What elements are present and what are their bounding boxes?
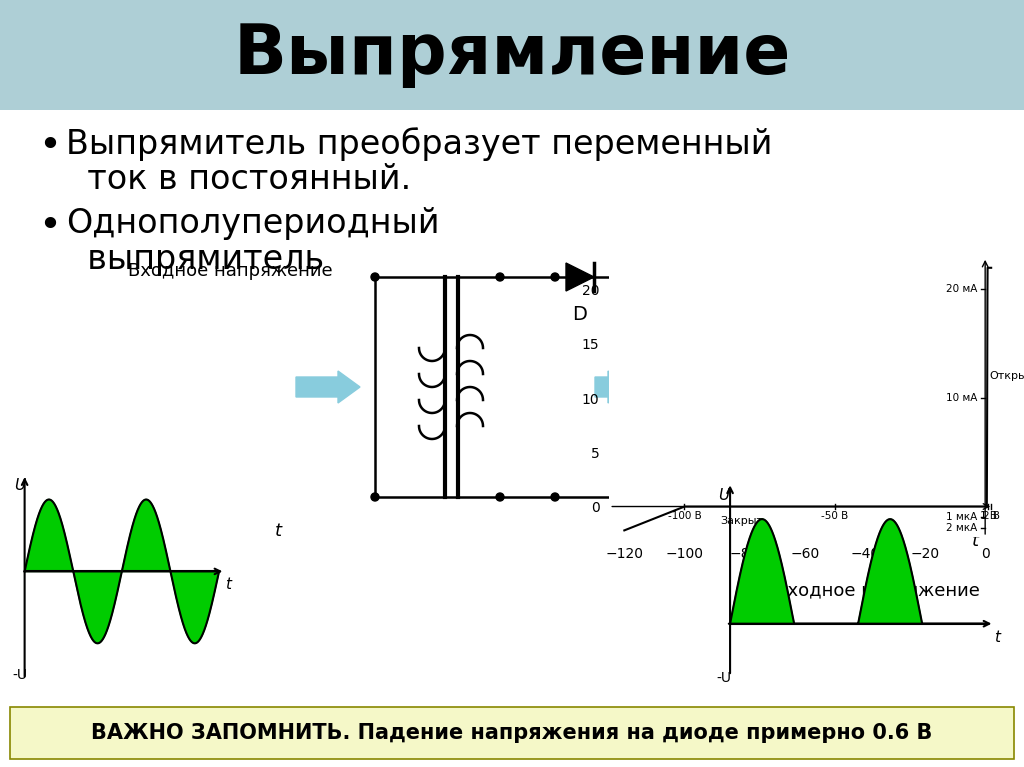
Circle shape <box>551 493 559 501</box>
Text: 10 мА: 10 мА <box>946 393 978 403</box>
Circle shape <box>371 493 379 501</box>
Polygon shape <box>566 263 594 291</box>
Text: Открыт: Открыт <box>989 371 1024 381</box>
Text: •: • <box>38 207 61 245</box>
Text: U: U <box>14 478 26 493</box>
Text: t: t <box>994 630 1000 645</box>
Circle shape <box>681 273 689 281</box>
Text: ток в постоянный.: ток в постоянный. <box>66 163 412 196</box>
Text: 2 мкА: 2 мкА <box>946 523 978 533</box>
Text: Выпрямитель преобразует переменный: Выпрямитель преобразует переменный <box>66 127 772 161</box>
Text: t: t <box>972 532 979 550</box>
Text: Выпрямление: Выпрямление <box>233 21 791 88</box>
Text: 2 В: 2 В <box>983 511 999 521</box>
Text: -100 В: -100 В <box>668 511 701 521</box>
Text: 1 В: 1 В <box>980 511 996 521</box>
Text: -U: -U <box>12 669 28 683</box>
Text: t: t <box>225 578 231 592</box>
Bar <box>0 0 1024 110</box>
FancyArrow shape <box>595 371 630 403</box>
FancyArrow shape <box>296 371 360 403</box>
Text: Входное напряжение: Входное напряжение <box>128 262 333 280</box>
Circle shape <box>551 273 559 281</box>
Circle shape <box>371 273 379 281</box>
Text: •: • <box>38 127 61 165</box>
Text: Закрыт: Закрыт <box>721 515 764 525</box>
Circle shape <box>681 493 689 501</box>
Text: выпрямитель: выпрямитель <box>66 243 325 276</box>
Text: Однополупериодный: Однополупериодный <box>66 207 439 240</box>
Text: R: R <box>676 375 689 394</box>
Text: U: U <box>719 488 729 502</box>
Text: Выходное напряжение: Выходное напряжение <box>761 582 979 600</box>
Bar <box>10 707 1014 759</box>
Circle shape <box>496 273 504 281</box>
Text: -U: -U <box>717 671 731 685</box>
Bar <box>640 317 668 452</box>
Text: 1 мкА: 1 мкА <box>946 512 978 522</box>
Text: 20 мА: 20 мА <box>946 285 978 295</box>
Text: -50 В: -50 В <box>821 511 849 521</box>
Text: ВАЖНО ЗАПОМНИТЬ. Падение напряжения на диоде примерно 0.6 В: ВАЖНО ЗАПОМНИТЬ. Падение напряжения на д… <box>91 723 933 743</box>
Text: D: D <box>572 305 588 324</box>
Text: t: t <box>274 522 282 540</box>
Circle shape <box>496 493 504 501</box>
